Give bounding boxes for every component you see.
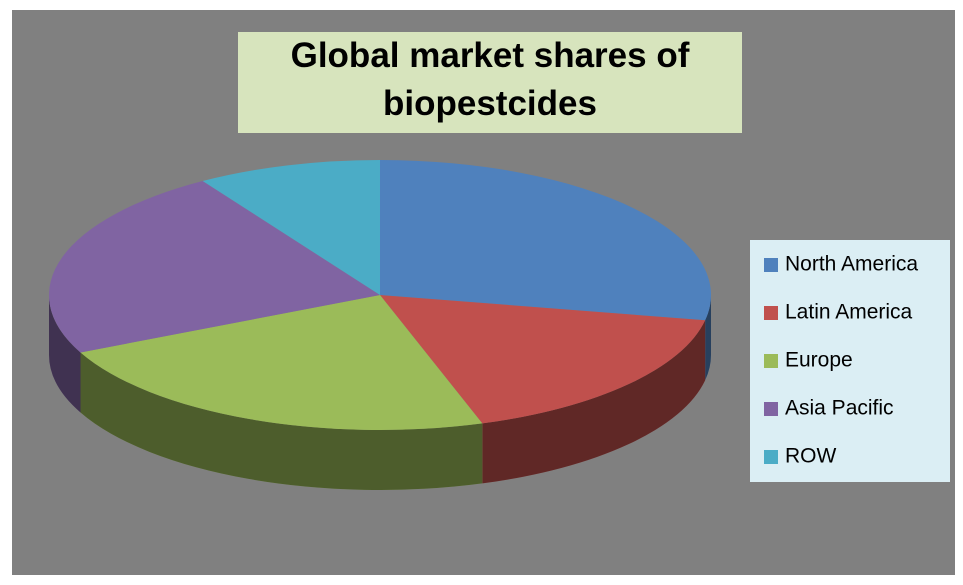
legend-label: Latin America xyxy=(785,301,913,324)
legend-swatch xyxy=(764,450,778,464)
legend-label: Europe xyxy=(785,349,853,372)
legend-swatch xyxy=(764,354,778,368)
legend-label: ROW xyxy=(785,445,837,468)
pie-slice xyxy=(380,160,711,321)
legend-box xyxy=(750,240,950,482)
legend-swatch xyxy=(764,306,778,320)
pie-slice xyxy=(380,295,706,424)
pie-slice xyxy=(202,160,380,295)
pie-side-shade xyxy=(482,320,706,484)
legend-swatch xyxy=(764,258,778,272)
pie-slice xyxy=(49,181,380,353)
pie-side-shade xyxy=(705,295,711,381)
legend-label: North America xyxy=(785,253,918,276)
legend: North America Latin America Europe Asia Pac… xyxy=(764,253,918,468)
title-box xyxy=(238,32,742,133)
chart-title: Global market shares of biopestcides xyxy=(291,36,690,123)
pie-side-shade xyxy=(80,352,483,491)
legend-swatch xyxy=(764,402,778,416)
pie-slice xyxy=(80,295,483,430)
pie xyxy=(49,160,711,491)
legend-label: Asia Pacific xyxy=(785,397,894,420)
pie-side-shade xyxy=(49,295,81,413)
